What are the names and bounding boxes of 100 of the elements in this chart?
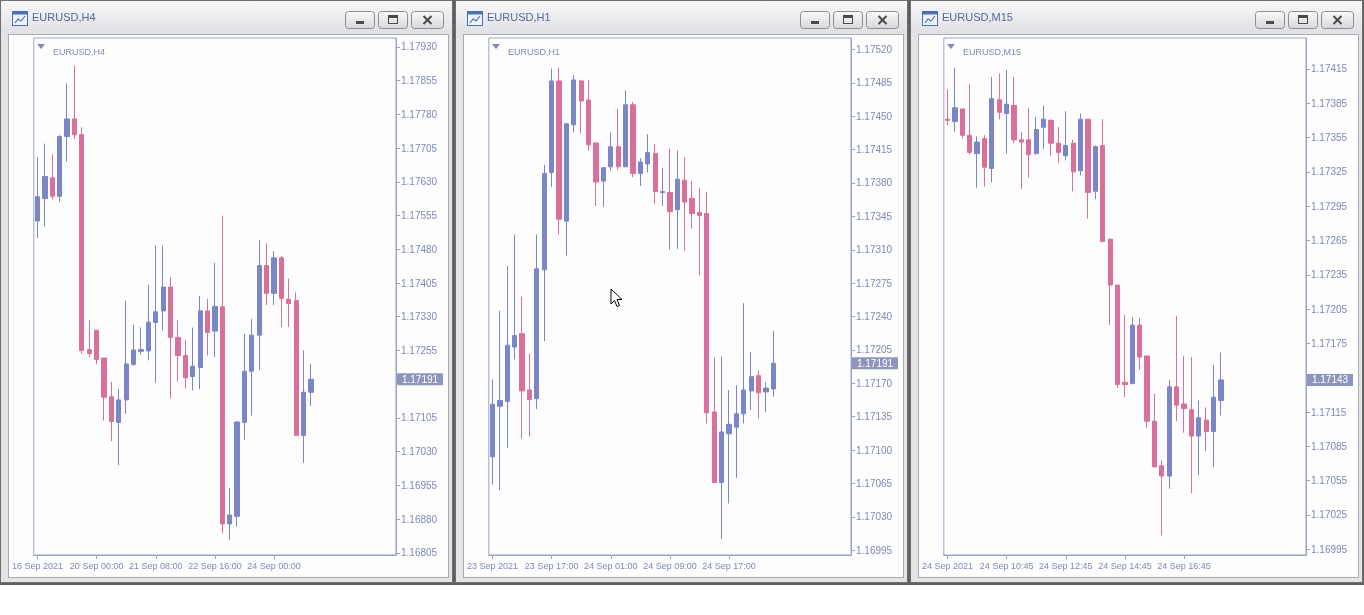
candlestick [490, 378, 495, 485]
candlestick [653, 143, 658, 205]
y-tick-label: 1.17780 [401, 108, 438, 120]
candlestick [1093, 145, 1098, 200]
candlestick [227, 487, 232, 541]
candlestick [168, 276, 173, 400]
chart-title: EURUSD,H1 [487, 11, 551, 23]
candlestick [960, 108, 965, 140]
candlestick [945, 88, 950, 126]
y-tick-label: 1.17115 [1311, 406, 1347, 418]
candlestick [616, 108, 621, 171]
candlestick [756, 370, 761, 420]
y-tick-label: 1.17235 [1311, 269, 1348, 281]
y-tick-label: 1.17330 [401, 311, 438, 323]
y-tick-label: 1.17255 [401, 344, 438, 356]
candlestick [1085, 118, 1091, 220]
candlestick [212, 262, 218, 358]
candlestick [497, 310, 503, 491]
candlestick [527, 353, 532, 438]
candlestick [242, 333, 247, 441]
candlestick [564, 122, 569, 256]
candlestick [1189, 356, 1194, 494]
x-tick-label: 22 Sep 16:00 [188, 560, 242, 571]
candlestick [586, 79, 591, 152]
candlestick [1056, 126, 1061, 164]
candlestick [271, 250, 277, 306]
y-tick-label: 1.17100 [856, 444, 893, 456]
candlestick [220, 215, 225, 534]
candlestick [198, 295, 203, 390]
candlestick [146, 284, 151, 361]
candlestick [989, 76, 994, 183]
chart-title: EURUSD,M15 [942, 11, 1013, 23]
candlestick [1122, 314, 1128, 398]
candlestick [1071, 139, 1076, 192]
y-tick-label: 1.17240 [856, 311, 893, 323]
y-tick-label: 1.17295 [1311, 200, 1348, 212]
candlestick [72, 64, 77, 140]
candlestick [1034, 116, 1039, 156]
candlestick [1078, 112, 1083, 176]
candlestick [57, 134, 62, 203]
x-tick-label: 24 Sep 00:00 [247, 560, 301, 571]
candlestick [1063, 110, 1068, 161]
candlestick [42, 143, 48, 227]
candlestick [749, 351, 754, 411]
chart-title: EURUSD,H4 [32, 11, 96, 23]
candlestick [667, 148, 673, 251]
y-tick-label: 1.17450 [856, 110, 893, 122]
candlestick [556, 67, 562, 235]
x-tick-label: 24 Sep 10:45 [979, 560, 1034, 571]
y-tick-label: 1.17265 [1311, 234, 1348, 246]
candlestick [689, 180, 695, 230]
y-tick-label: 1.17170 [856, 377, 893, 389]
y-tick-label: 1.17380 [856, 177, 893, 189]
candlestick [952, 67, 958, 133]
y-tick-label: 1.17205 [1311, 303, 1348, 315]
candlestick [1019, 131, 1024, 190]
x-tick-label: 24 Sep 14:45 [1098, 560, 1152, 571]
candlestick [1011, 76, 1017, 144]
candlestick [704, 191, 709, 424]
y-tick-label: 1.17175 [1311, 337, 1348, 349]
candlestick [645, 133, 650, 173]
y-tick-label: 1.17520 [856, 43, 893, 55]
candlestick [87, 319, 92, 358]
candlestick [682, 156, 687, 252]
x-tick-label: 20 Sep 00:00 [69, 560, 124, 571]
text: 1.17191 [856, 357, 894, 369]
candlestick [1041, 104, 1046, 150]
x-tick-label: 24 Sep 2021 [921, 560, 974, 571]
candlestick [116, 388, 121, 466]
candlestick [161, 245, 166, 331]
candlestick [35, 156, 40, 239]
candlestick [542, 164, 547, 342]
candlestick [153, 245, 158, 384]
candlestick [1115, 284, 1120, 389]
x-tick-label: 21 Sep 08:00 [129, 560, 183, 571]
y-tick-label: 1.17025 [1311, 509, 1348, 521]
candlestick [1218, 352, 1224, 416]
candlestick [1152, 393, 1157, 468]
x-tick-label: 24 Sep 01:00 [584, 560, 638, 571]
y-tick-label: 1.17135 [856, 411, 893, 423]
candlestick [660, 167, 665, 207]
candlestick [974, 135, 980, 189]
candlestick [1100, 118, 1105, 243]
x-tick-label: 23 Sep 2021 [466, 560, 519, 571]
candlestick [675, 150, 680, 250]
candlestick [124, 300, 129, 415]
y-tick-label: 1.17555 [401, 210, 438, 222]
candlestick [601, 167, 606, 208]
text: 1.17143 [1311, 374, 1349, 386]
candlestick [623, 89, 628, 168]
candlestick [257, 239, 262, 371]
candlestick [294, 291, 299, 436]
candlestick [131, 324, 136, 367]
candlestick [183, 339, 188, 390]
candlestick [1174, 315, 1179, 422]
candlestick [1130, 316, 1135, 386]
candlestick [1004, 69, 1009, 155]
y-tick-label: 1.16805 [401, 547, 438, 559]
text: EURUSD,M15 [963, 46, 1022, 57]
candlestick [505, 265, 510, 449]
